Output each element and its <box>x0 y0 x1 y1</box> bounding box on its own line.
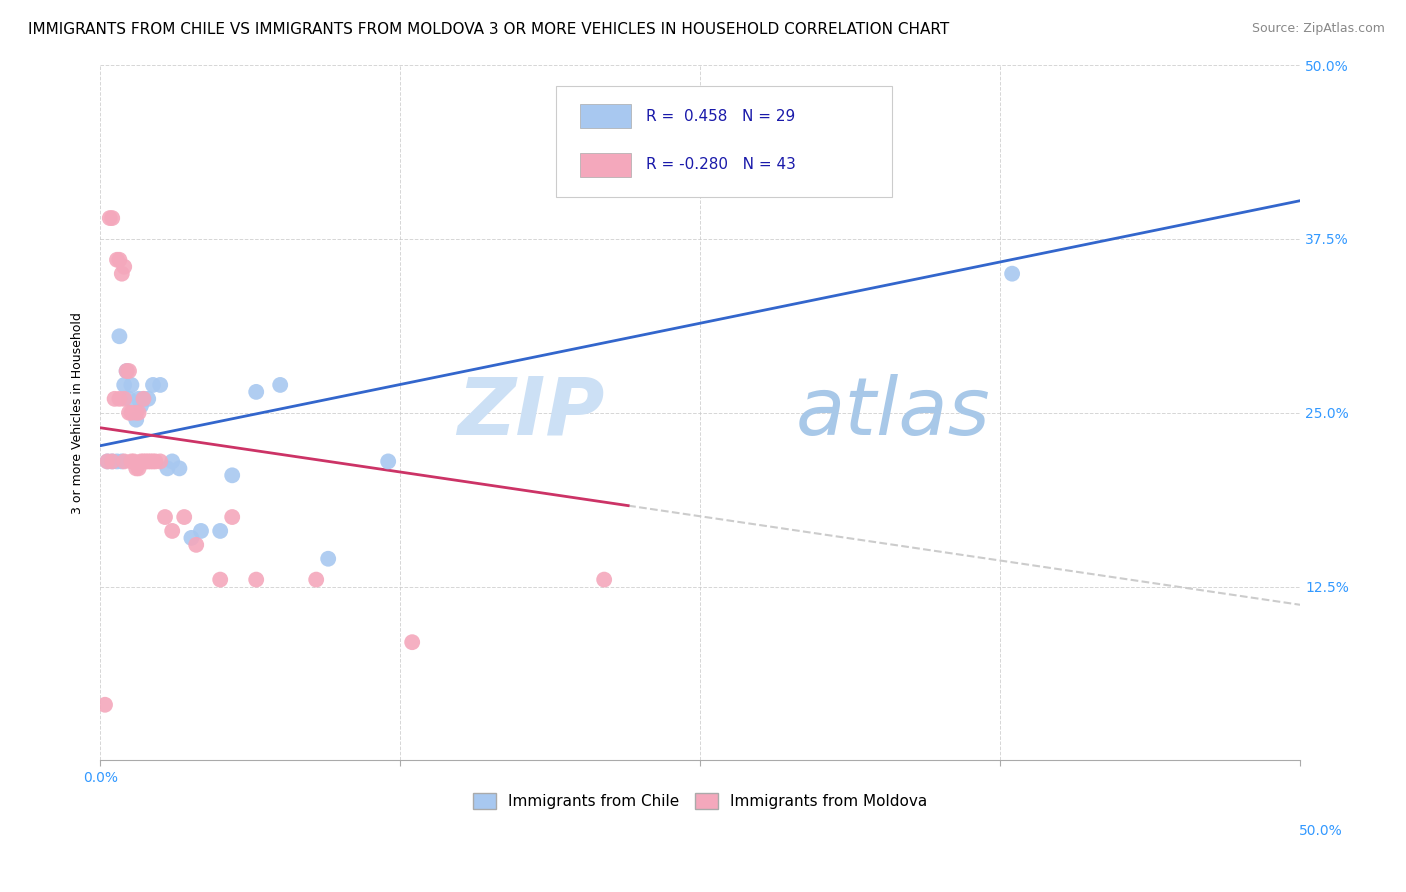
Point <box>115 364 138 378</box>
Point <box>128 406 150 420</box>
Point <box>108 392 131 406</box>
Point <box>136 454 159 468</box>
Point <box>128 392 150 406</box>
Text: R =  0.458   N = 29: R = 0.458 N = 29 <box>647 109 796 124</box>
Point <box>142 378 165 392</box>
Point <box>132 392 155 406</box>
Point <box>186 538 208 552</box>
Text: Source: ZipAtlas.com: Source: ZipAtlas.com <box>1251 22 1385 36</box>
Y-axis label: 3 or more Vehicles in Household: 3 or more Vehicles in Household <box>72 312 84 514</box>
Point <box>139 454 162 468</box>
Point <box>101 454 124 468</box>
Point <box>617 155 640 169</box>
Point <box>377 454 399 468</box>
Point <box>112 454 135 468</box>
Point <box>115 364 138 378</box>
Point <box>149 378 172 392</box>
Point <box>105 252 128 267</box>
FancyBboxPatch shape <box>557 86 893 197</box>
Point <box>593 573 616 587</box>
Text: R = -0.280   N = 43: R = -0.280 N = 43 <box>647 157 796 172</box>
Point <box>245 384 267 399</box>
Point <box>125 461 148 475</box>
Point <box>132 454 155 468</box>
Point <box>125 406 148 420</box>
FancyBboxPatch shape <box>581 104 630 128</box>
Point <box>112 378 135 392</box>
Point <box>209 573 232 587</box>
Point <box>153 510 176 524</box>
Point <box>305 573 328 587</box>
Point <box>245 573 267 587</box>
Point <box>108 252 131 267</box>
Point <box>209 524 232 538</box>
Point <box>1001 267 1024 281</box>
Point <box>160 524 183 538</box>
Text: IMMIGRANTS FROM CHILE VS IMMIGRANTS FROM MOLDOVA 3 OR MORE VEHICLES IN HOUSEHOLD: IMMIGRANTS FROM CHILE VS IMMIGRANTS FROM… <box>28 22 949 37</box>
Point <box>112 260 135 274</box>
Point <box>120 378 142 392</box>
Point <box>169 461 191 475</box>
Point <box>120 454 142 468</box>
Point <box>128 461 150 475</box>
Text: 50.0%: 50.0% <box>1299 824 1343 838</box>
Point <box>135 454 157 468</box>
Text: atlas: atlas <box>796 374 991 451</box>
Point <box>108 329 131 343</box>
Point <box>96 454 118 468</box>
Point <box>221 468 243 483</box>
Point <box>316 551 339 566</box>
Point <box>118 392 141 406</box>
Point <box>221 510 243 524</box>
Point <box>129 454 152 468</box>
Point <box>173 510 195 524</box>
Point <box>118 364 141 378</box>
Text: ZIP: ZIP <box>457 374 605 451</box>
Point <box>120 406 142 420</box>
Point <box>122 454 145 468</box>
Point <box>145 454 167 468</box>
Point <box>149 454 172 468</box>
Point <box>105 454 128 468</box>
Point <box>94 698 117 712</box>
Point <box>98 211 121 225</box>
Point <box>129 399 152 413</box>
Point <box>136 392 159 406</box>
Legend: Immigrants from Chile, Immigrants from Moldova: Immigrants from Chile, Immigrants from M… <box>467 787 934 815</box>
Point <box>112 392 135 406</box>
Point <box>101 211 124 225</box>
Point <box>111 267 134 281</box>
Point <box>156 461 179 475</box>
FancyBboxPatch shape <box>581 153 630 177</box>
Point <box>142 454 165 468</box>
Point <box>190 524 212 538</box>
Point <box>160 454 183 468</box>
Point <box>111 454 134 468</box>
Point <box>269 378 291 392</box>
Point <box>96 454 118 468</box>
Point <box>180 531 202 545</box>
Point <box>617 155 640 169</box>
Point <box>125 413 148 427</box>
Point <box>101 454 124 468</box>
Point <box>132 392 155 406</box>
Point <box>118 406 141 420</box>
Point <box>104 392 127 406</box>
Point <box>401 635 423 649</box>
